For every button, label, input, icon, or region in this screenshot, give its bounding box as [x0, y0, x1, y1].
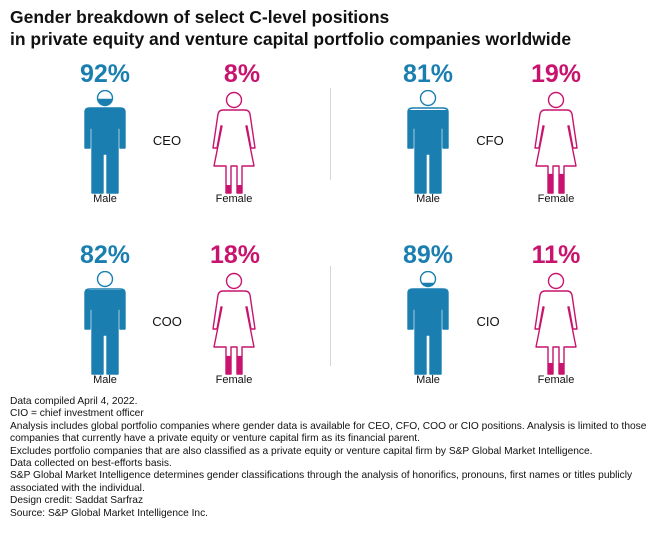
figure-outline — [212, 91, 256, 194]
figure-outline — [534, 272, 578, 375]
figure-outline — [407, 271, 449, 375]
title-line-2: in private equity and venture capital po… — [10, 29, 572, 49]
male-label-ceo: Male — [93, 193, 117, 205]
female-percent-coo: 18% — [209, 241, 261, 269]
figure-outline — [407, 90, 449, 194]
male-icon-cfo — [407, 90, 449, 194]
male-percent-cfo: 81% — [402, 60, 454, 88]
female-label-coo: Female — [215, 374, 253, 386]
male-percent-ceo: 92% — [79, 60, 131, 88]
male-percent-cio: 89% — [402, 241, 454, 269]
female-icon-coo — [212, 272, 256, 375]
male-percent-coo: 82% — [79, 241, 131, 269]
figure-outline — [84, 90, 126, 194]
figure-fill — [226, 184, 242, 193]
divider-top — [330, 88, 331, 180]
figure-outline — [84, 271, 126, 375]
note-source: Source: S&P Global Market Intelligence I… — [10, 507, 209, 519]
note-date: Data compiled April 4, 2022. — [10, 396, 138, 407]
note-exclusions: Excludes portfolio companies that are al… — [10, 445, 593, 457]
figure-fill — [548, 173, 564, 193]
position-label-cfo: CFO — [476, 133, 504, 148]
note-gender-classification: S&P Global Market Intelligence determine… — [10, 470, 633, 494]
position-label-cio: CIO — [476, 314, 500, 329]
male-label-cio: Male — [416, 374, 440, 386]
footnotes: Data compiled April 4, 2022. CIO = chief… — [10, 396, 655, 520]
female-label-cio: Female — [537, 374, 575, 386]
figure-fill — [548, 362, 564, 374]
female-label-cfo: Female — [537, 193, 575, 205]
divider-bottom — [330, 266, 331, 366]
female-percent-cio: 11% — [531, 241, 581, 269]
panel-cio: 89% 11% CIO Male Female — [383, 241, 660, 401]
figure-outline — [534, 91, 578, 194]
female-icon-cfo — [534, 91, 578, 194]
panel-coo: 82% 18% COO Male Female — [60, 241, 380, 401]
position-label-ceo: CEO — [152, 133, 182, 148]
chart-title: Gender breakdown of select C-level posit… — [10, 6, 650, 50]
panel-ceo: 92% 8% CEO Male Female — [60, 60, 380, 220]
note-best-efforts: Data collected on best-efforts basis. — [10, 458, 172, 470]
note-cio-definition: CIO = chief investment officer — [10, 408, 144, 420]
position-label-coo: COO — [152, 314, 182, 329]
note-analysis: Analysis includes global portfolio compa… — [10, 420, 647, 445]
figure-fill — [226, 355, 242, 374]
figure-fill — [85, 289, 125, 374]
male-label-cfo: Male — [416, 193, 440, 205]
female-icon-ceo — [212, 91, 256, 194]
male-icon-ceo — [84, 90, 126, 194]
male-icon-cio — [407, 271, 449, 375]
figure-fill — [408, 109, 448, 193]
female-percent-ceo: 8% — [223, 60, 261, 88]
male-icon-coo — [84, 271, 126, 375]
note-design-credit: Design credit: Saddat Sarfraz — [10, 495, 144, 507]
panel-cfo: 81% 19% CFO Male Female — [383, 60, 660, 220]
title-line-1: Gender breakdown of select C-level posit… — [10, 7, 390, 27]
female-percent-cfo: 19% — [530, 60, 582, 88]
figure-outline — [212, 272, 256, 375]
male-label-coo: Male — [93, 374, 117, 386]
female-icon-cio — [534, 272, 578, 375]
female-label-ceo: Female — [215, 193, 253, 205]
